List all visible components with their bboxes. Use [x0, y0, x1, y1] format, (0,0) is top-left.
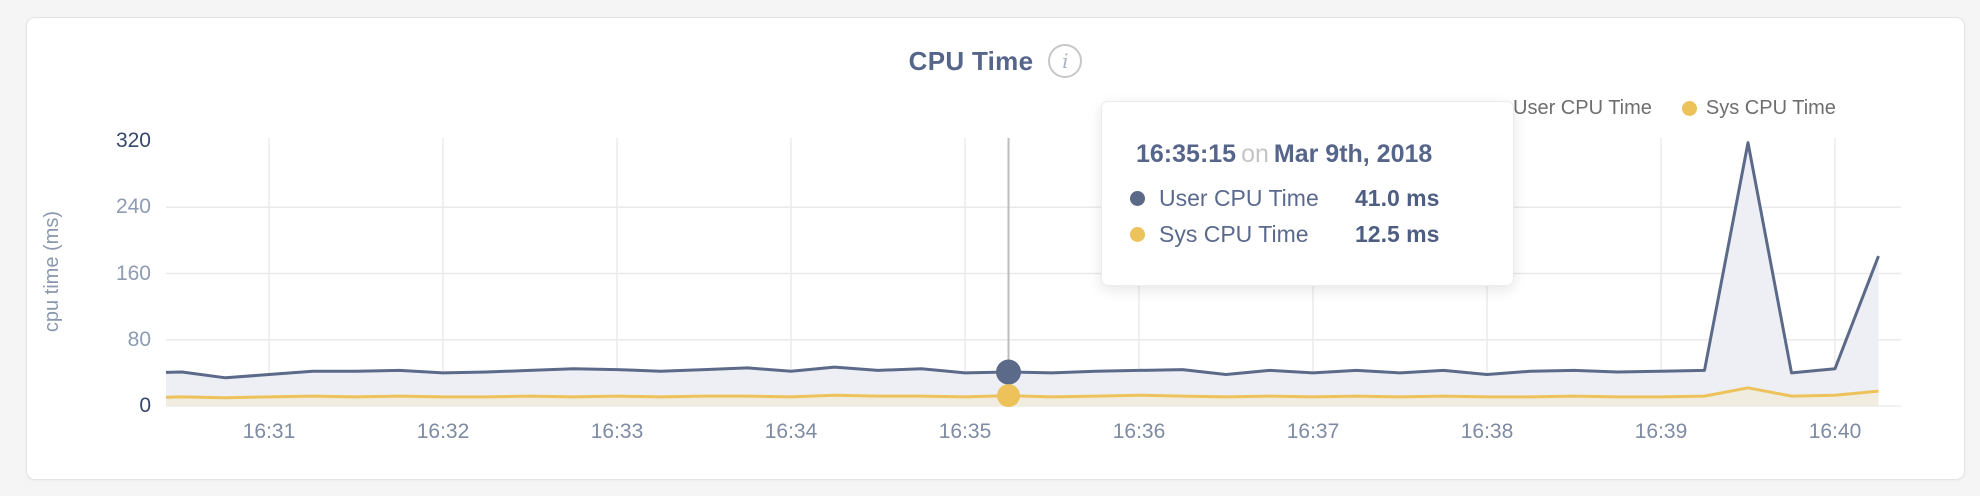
- y-tick-label: 240: [115, 195, 151, 219]
- tooltip-series-value: 41.0 ms: [1355, 185, 1440, 211]
- x-tick-label: 16:39: [1634, 420, 1688, 443]
- x-tick-label: 16:37: [1286, 420, 1340, 443]
- hover-crosshair: [996, 138, 1021, 408]
- tooltip-series-dot: [1130, 191, 1145, 206]
- y-tick-label: 320: [115, 129, 151, 152]
- plot-area[interactable]: [27, 18, 1964, 479]
- tooltip-series-dot: [1130, 227, 1145, 242]
- x-tick-label: 16:31: [242, 420, 296, 443]
- legend-label: Sys CPU Time: [1705, 97, 1836, 119]
- cpu-time-chart-card: CPU Time i User CPU Time Sys CPU Time cpu…: [26, 17, 1965, 480]
- info-icon[interactable]: i: [1048, 44, 1083, 78]
- x-tick-label: 16:40: [1808, 420, 1862, 443]
- x-tick-label: 16:32: [416, 420, 470, 443]
- sys-hover-dot: [997, 384, 1020, 408]
- y-tick-label: 0: [139, 394, 151, 417]
- legend-dot: [1681, 101, 1697, 116]
- y-tick-label: 80: [127, 327, 151, 351]
- legend-label: User CPU Time: [1513, 97, 1652, 119]
- x-tick-label: 16:34: [764, 420, 818, 443]
- x-tick-label: 16:35: [938, 420, 992, 443]
- tooltip-row: Sys CPU Time 12.5 ms: [1130, 220, 1485, 249]
- v-gridlines: [268, 138, 1836, 406]
- chart-header: CPU Time i: [27, 44, 1964, 78]
- legend-item-sys-cpu-time[interactable]: Sys CPU Time: [1681, 97, 1836, 120]
- tooltip-rows: User CPU Time 41.0 ms Sys CPU Time 12.5 ms: [1130, 184, 1485, 249]
- chart-legend: User CPU Time Sys CPU Time: [1489, 97, 1836, 120]
- x-tick-label: 16:33: [590, 420, 644, 443]
- chart-title: CPU Time: [908, 45, 1034, 76]
- user-hover-dot: [996, 359, 1021, 385]
- tooltip-date: Mar 9th, 2018: [1273, 140, 1433, 168]
- tooltip-time: 16:35:15: [1136, 140, 1237, 168]
- tooltip-row: User CPU Time 41.0 ms: [1130, 184, 1485, 213]
- y-tick-label: 160: [115, 261, 151, 285]
- tooltip-separator: on: [1241, 140, 1269, 168]
- tooltip-series-label: Sys CPU Time: [1159, 221, 1309, 247]
- tooltip-heading: 16:35:15 on Mar 9th, 2018: [1136, 140, 1485, 169]
- tooltip-series-label: User CPU Time: [1159, 185, 1319, 211]
- x-tick-label: 16:38: [1460, 420, 1514, 443]
- tooltip-series-value: 12.5 ms: [1355, 221, 1440, 247]
- hover-tooltip: 16:35:15 on Mar 9th, 2018 User CPU Time 41.…: [1101, 101, 1514, 286]
- x-tick-label: 16:36: [1112, 420, 1166, 443]
